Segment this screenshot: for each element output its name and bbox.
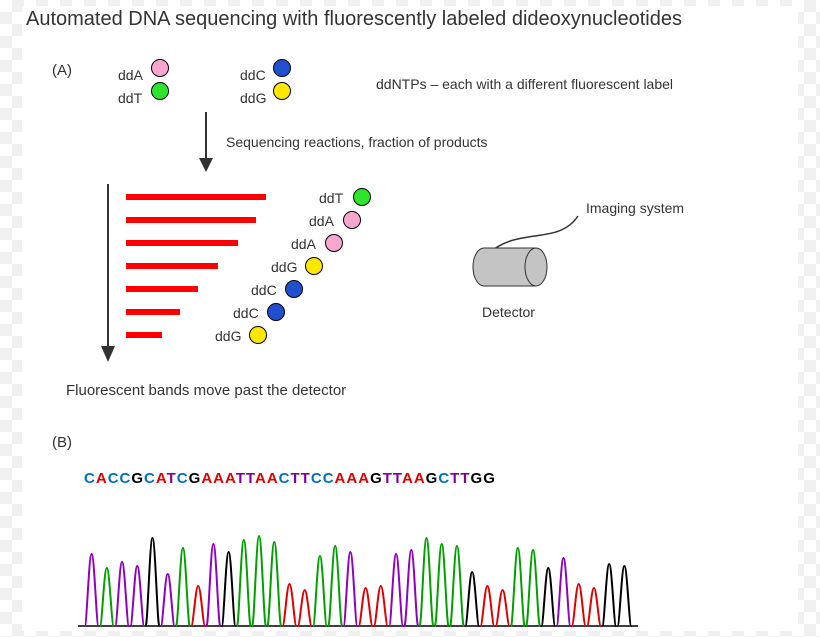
chromatogram-peak [283, 584, 297, 626]
chromatogram-peak [252, 536, 266, 626]
chromatogram-peak [176, 548, 190, 626]
chromatogram-peak [222, 552, 236, 626]
chromatogram-peak [602, 564, 616, 626]
chromatogram-peak [465, 572, 479, 626]
chromatogram-peak [298, 590, 312, 626]
chromatogram-peak [435, 544, 449, 626]
chromatogram-peak [496, 590, 510, 626]
chromatogram-peak [267, 542, 281, 626]
chromatogram-peak [191, 586, 205, 626]
chromatogram-peak [85, 554, 99, 626]
content-area: Automated DNA sequencing with fluorescen… [22, 6, 798, 631]
chromatogram-peak [115, 562, 129, 626]
chromatogram-peak [161, 574, 175, 626]
chromatogram-peak [618, 566, 632, 626]
chromatogram-peak [328, 546, 342, 626]
chromatogram-peak [404, 550, 418, 626]
chromatogram-peak [359, 588, 373, 626]
chromatogram [22, 6, 798, 631]
chromatogram-peak [526, 550, 540, 626]
chromatogram-peak [587, 588, 601, 626]
chromatogram-peak [237, 540, 251, 626]
chromatogram-peak [374, 586, 388, 626]
chromatogram-peak [572, 584, 586, 626]
chromatogram-peak [481, 586, 495, 626]
chromatogram-peak [511, 548, 525, 626]
chromatogram-peak [146, 538, 160, 626]
chromatogram-peak [420, 538, 434, 626]
chromatogram-peak [557, 558, 571, 626]
chromatogram-peak [130, 566, 144, 626]
chromatogram-peak [450, 546, 464, 626]
chromatogram-peak [541, 568, 555, 626]
chromatogram-peak [344, 552, 358, 626]
chromatogram-peak [207, 544, 221, 626]
chromatogram-peak [389, 554, 403, 626]
chromatogram-peak [100, 568, 114, 626]
chromatogram-peak [313, 556, 327, 626]
